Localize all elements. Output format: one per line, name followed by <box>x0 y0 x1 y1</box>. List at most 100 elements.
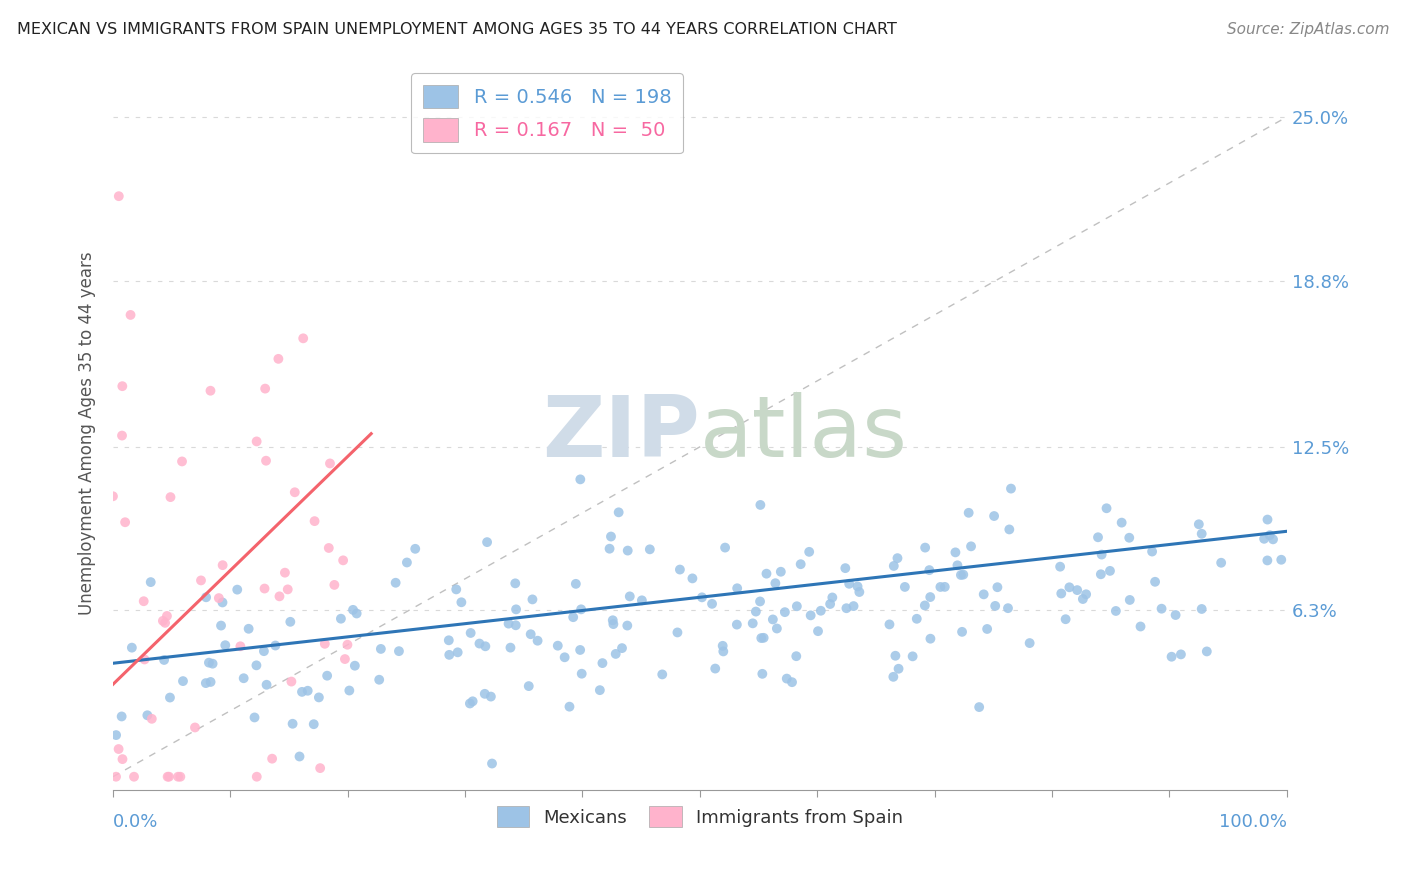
Point <box>136 708 159 723</box>
Point <box>446 582 468 597</box>
Point <box>159 690 181 705</box>
Point <box>1140 544 1163 558</box>
Point <box>1018 636 1040 650</box>
Point <box>1170 648 1192 662</box>
Point <box>107 742 129 756</box>
Point <box>101 489 124 503</box>
Point <box>569 602 592 616</box>
Point <box>332 553 354 567</box>
Point <box>914 541 936 555</box>
Point <box>474 640 496 654</box>
Text: MEXICAN VS IMMIGRANTS FROM SPAIN UNEMPLOYMENT AMONG AGES 35 TO 44 YEARS CORRELAT: MEXICAN VS IMMIGRANTS FROM SPAIN UNEMPLO… <box>17 22 897 37</box>
Point <box>884 648 907 663</box>
Point <box>208 591 231 606</box>
Point <box>619 590 641 604</box>
Point <box>751 666 773 681</box>
Point <box>607 505 630 519</box>
Point <box>960 539 983 553</box>
Point <box>499 640 522 655</box>
Point <box>810 604 832 618</box>
Point <box>711 644 734 658</box>
Point <box>1095 501 1118 516</box>
Point <box>704 662 727 676</box>
Point <box>950 624 973 639</box>
Point <box>599 541 621 556</box>
Point <box>172 674 194 689</box>
Point <box>690 591 713 605</box>
Point <box>308 690 330 705</box>
Point <box>763 576 786 591</box>
Point <box>309 761 332 775</box>
Point <box>169 770 191 784</box>
Point <box>741 616 763 631</box>
Point <box>323 578 346 592</box>
Point <box>605 647 627 661</box>
Point <box>986 580 1008 594</box>
Point <box>198 656 221 670</box>
Point <box>156 609 179 624</box>
Point <box>468 636 491 650</box>
Point <box>245 658 267 673</box>
Point <box>343 658 366 673</box>
Point <box>1090 567 1112 582</box>
Point <box>949 568 972 582</box>
Point <box>238 622 260 636</box>
Point <box>1059 580 1081 594</box>
Point <box>314 637 336 651</box>
Point <box>785 649 807 664</box>
Point <box>1119 593 1142 607</box>
Point <box>526 633 548 648</box>
Point <box>1000 482 1022 496</box>
Point <box>755 566 778 581</box>
Point <box>786 599 808 614</box>
Point <box>474 687 496 701</box>
Point <box>297 683 319 698</box>
Point <box>818 597 841 611</box>
Point <box>934 580 956 594</box>
Point <box>395 556 418 570</box>
Point <box>554 650 576 665</box>
Point <box>616 618 638 632</box>
Point <box>329 612 352 626</box>
Point <box>914 599 936 613</box>
Point <box>498 616 520 631</box>
Point <box>1066 583 1088 598</box>
Point <box>973 587 995 601</box>
Point <box>1144 574 1167 589</box>
Point <box>725 617 748 632</box>
Point <box>475 535 498 549</box>
Legend: Mexicans, Immigrants from Spain: Mexicans, Immigrants from Spain <box>489 799 910 834</box>
Point <box>547 639 569 653</box>
Point <box>280 674 302 689</box>
Point <box>565 577 588 591</box>
Point <box>638 542 661 557</box>
Point <box>264 639 287 653</box>
Point <box>780 675 803 690</box>
Point <box>789 558 811 572</box>
Point <box>122 770 145 784</box>
Point <box>1261 533 1284 547</box>
Point <box>1129 619 1152 633</box>
Point <box>602 617 624 632</box>
Point <box>141 712 163 726</box>
Point <box>153 615 176 630</box>
Point <box>256 678 278 692</box>
Point <box>773 605 796 619</box>
Point <box>1091 548 1114 562</box>
Point <box>1105 604 1128 618</box>
Point <box>254 453 277 467</box>
Point <box>132 594 155 608</box>
Point <box>1050 586 1073 600</box>
Point <box>254 382 277 396</box>
Point <box>384 575 406 590</box>
Point <box>976 622 998 636</box>
Point <box>274 566 297 580</box>
Text: atlas: atlas <box>700 392 908 475</box>
Text: 0.0%: 0.0% <box>112 813 159 830</box>
Point <box>681 571 703 585</box>
Point <box>447 645 470 659</box>
Point <box>121 640 143 655</box>
Point <box>569 472 592 486</box>
Point <box>983 509 1005 524</box>
Point <box>631 593 654 607</box>
